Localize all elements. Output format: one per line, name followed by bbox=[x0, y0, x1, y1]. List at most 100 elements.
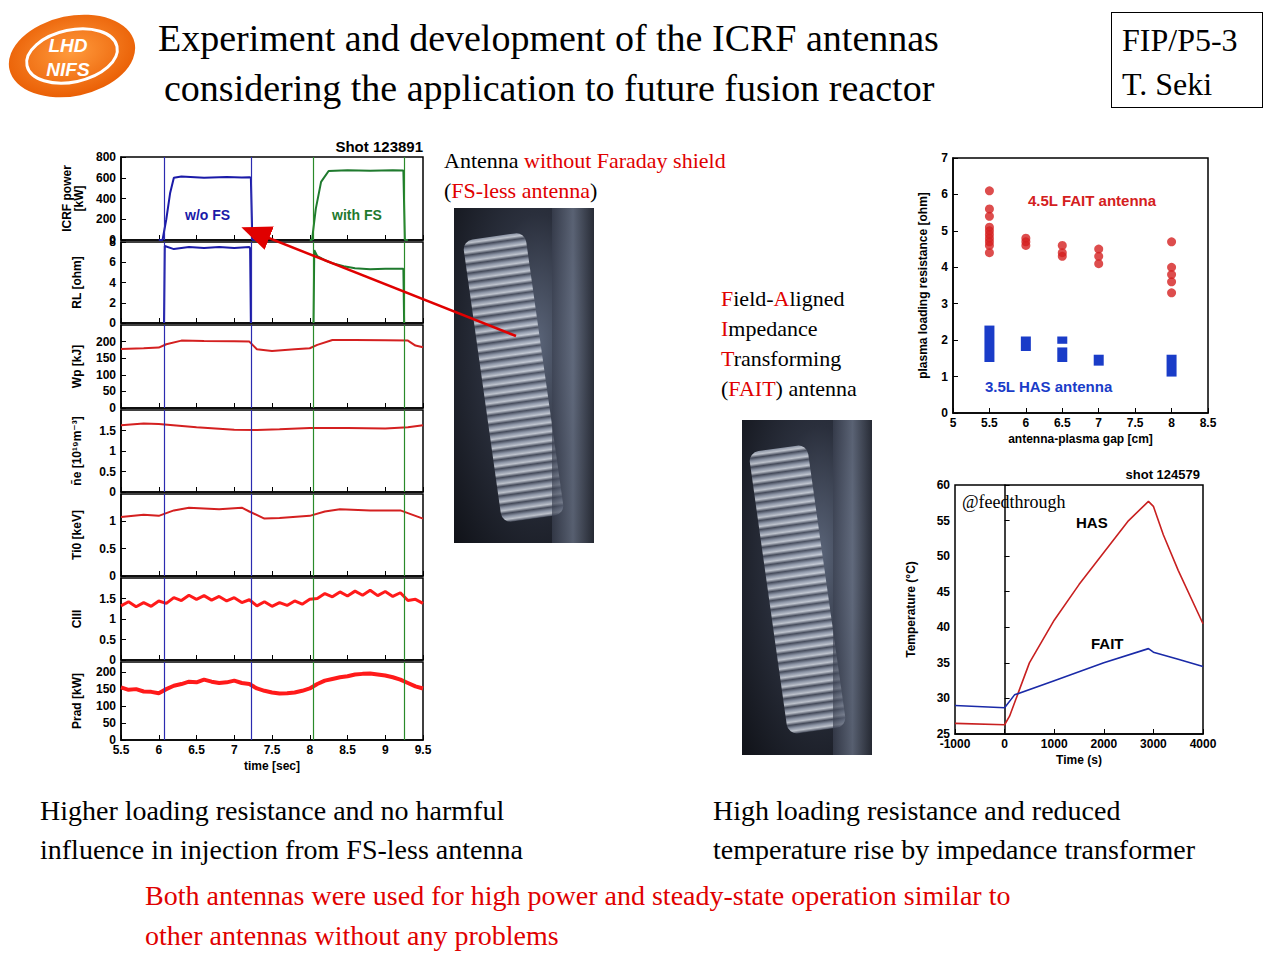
html-text:Shot 123891: Shot 123891 bbox=[335, 138, 423, 155]
svg-text:150: 150 bbox=[96, 682, 116, 696]
svg-text:Temperature (°C): Temperature (°C) bbox=[904, 561, 918, 658]
svg-text:-1000: -1000 bbox=[940, 737, 971, 751]
svg-text:0.5: 0.5 bbox=[99, 465, 116, 479]
svg-text:8: 8 bbox=[306, 743, 313, 757]
svg-text:4000: 4000 bbox=[1190, 737, 1217, 751]
html-text:FIP/P5-3: FIP/P5-3 bbox=[1122, 22, 1238, 58]
svg-text:400: 400 bbox=[96, 192, 116, 206]
svg-text:30: 30 bbox=[937, 691, 951, 705]
svg-text:200: 200 bbox=[96, 665, 116, 679]
svg-text:7: 7 bbox=[231, 743, 238, 757]
svg-text:6: 6 bbox=[155, 743, 162, 757]
svg-text:40: 40 bbox=[937, 620, 951, 634]
svg-text:60: 60 bbox=[937, 478, 951, 492]
html-text:Higher loading resistance and: Higher loading resistance and no harmful bbox=[40, 795, 505, 826]
html-text:Experiment and development of: Experiment and development of the ICRF a… bbox=[158, 17, 939, 59]
svg-text:2: 2 bbox=[941, 333, 948, 347]
html-text:influence in injection from FS: influence in injection from FS-less ante… bbox=[40, 834, 523, 865]
html-text:temperature rise by impedance: temperature rise by impedance transforme… bbox=[713, 834, 1195, 865]
svg-text:200: 200 bbox=[96, 212, 116, 226]
html-text:4.5L FAIT antenna: 4.5L FAIT antenna bbox=[1028, 192, 1157, 209]
svg-text:100: 100 bbox=[96, 699, 116, 713]
svg-text:8: 8 bbox=[1168, 416, 1175, 430]
svg-text:CIII: CIII bbox=[70, 610, 84, 629]
svg-text:4: 4 bbox=[109, 276, 116, 290]
svg-text:50: 50 bbox=[937, 549, 951, 563]
html-text:(FS-less antenna): (FS-less antenna) bbox=[444, 178, 598, 203]
svg-text:7.5: 7.5 bbox=[1127, 416, 1144, 430]
svg-text:0: 0 bbox=[941, 406, 948, 420]
svg-text:6.5: 6.5 bbox=[1054, 416, 1071, 430]
svg-text:8.5: 8.5 bbox=[339, 743, 356, 757]
svg-text:6: 6 bbox=[1023, 416, 1030, 430]
svg-text:0: 0 bbox=[1001, 737, 1008, 751]
svg-text:2000: 2000 bbox=[1090, 737, 1117, 751]
svg-text:Time (s): Time (s) bbox=[1056, 753, 1102, 767]
svg-text:1000: 1000 bbox=[1041, 737, 1068, 751]
svg-text:600: 600 bbox=[96, 171, 116, 185]
svg-text:LHD: LHD bbox=[48, 35, 87, 56]
html-text:I mpedance: I mpedance bbox=[721, 316, 818, 341]
svg-text:3000: 3000 bbox=[1140, 737, 1167, 751]
svg-text:1.5: 1.5 bbox=[99, 592, 116, 606]
svg-text:200: 200 bbox=[96, 335, 116, 349]
svg-text:1: 1 bbox=[109, 514, 116, 528]
html-text:@feedthrough: @feedthrough bbox=[962, 492, 1066, 512]
svg-text:antenna-plasma gap [cm]: antenna-plasma gap [cm] bbox=[1008, 432, 1153, 446]
svg-text:RL [ohm]: RL [ohm] bbox=[70, 256, 84, 308]
html-text:T. Seki: T. Seki bbox=[1122, 66, 1213, 102]
svg-text:55: 55 bbox=[937, 514, 951, 528]
html-text:T ransforming: T ransforming bbox=[721, 346, 842, 371]
html-text:(FAIT) antenna: (FAIT) antenna bbox=[721, 376, 857, 401]
svg-text:1: 1 bbox=[941, 370, 948, 384]
html-text:Both antennas were used for hi: Both antennas were used for high power a… bbox=[145, 880, 1011, 911]
svg-text:9: 9 bbox=[382, 743, 389, 757]
svg-text:8: 8 bbox=[109, 235, 116, 249]
html-text:F ield- A ligned: F ield- A ligned bbox=[721, 286, 845, 311]
svg-text:2: 2 bbox=[109, 296, 116, 310]
svg-text:Ti0 [keV]: Ti0 [keV] bbox=[70, 510, 84, 560]
svg-text:0: 0 bbox=[109, 316, 116, 330]
html-text:other antennas without any pro: other antennas without any problems bbox=[145, 920, 559, 951]
svg-text:100: 100 bbox=[96, 368, 116, 382]
svg-text:150: 150 bbox=[96, 351, 116, 365]
svg-text:4: 4 bbox=[941, 260, 948, 274]
svg-text:1: 1 bbox=[109, 612, 116, 626]
svg-text:7: 7 bbox=[941, 151, 948, 165]
svg-text:9.5: 9.5 bbox=[415, 743, 432, 757]
svg-text:Wp [kJ]: Wp [kJ] bbox=[70, 345, 84, 388]
svg-text:6.5: 6.5 bbox=[188, 743, 205, 757]
svg-text:5.5: 5.5 bbox=[113, 743, 130, 757]
svg-text:800: 800 bbox=[96, 150, 116, 164]
svg-text:NIFS: NIFS bbox=[46, 59, 90, 80]
svg-text:5.5: 5.5 bbox=[981, 416, 998, 430]
svg-text:0.5: 0.5 bbox=[99, 633, 116, 647]
svg-text:5: 5 bbox=[950, 416, 957, 430]
svg-text:0: 0 bbox=[109, 485, 116, 499]
svg-text:n̄e [10¹⁹m⁻³]: n̄e [10¹⁹m⁻³] bbox=[70, 416, 84, 485]
svg-text:8.5: 8.5 bbox=[1200, 416, 1217, 430]
svg-text:time [sec]: time [sec] bbox=[244, 759, 300, 773]
svg-text:50: 50 bbox=[103, 716, 117, 730]
svg-text:0.5: 0.5 bbox=[99, 542, 116, 556]
svg-text:35: 35 bbox=[937, 656, 951, 670]
svg-text:0: 0 bbox=[109, 401, 116, 415]
svg-text:0: 0 bbox=[109, 569, 116, 583]
svg-text:1.5: 1.5 bbox=[99, 424, 116, 438]
svg-text:7.5: 7.5 bbox=[264, 743, 281, 757]
svg-text:6: 6 bbox=[109, 255, 116, 269]
svg-text:6: 6 bbox=[941, 187, 948, 201]
svg-text:[kW]: [kW] bbox=[72, 186, 86, 212]
svg-text:5: 5 bbox=[941, 224, 948, 238]
html-text:3.5L HAS antenna: 3.5L HAS antenna bbox=[985, 378, 1113, 395]
html-text:considering the application to: considering the application to future fu… bbox=[164, 67, 935, 109]
svg-text:50: 50 bbox=[103, 384, 117, 398]
html-text:Antenna without Faraday shield: Antenna without Faraday shield bbox=[444, 148, 726, 173]
html-text:High loading resistance and re: High loading resistance and reduced bbox=[713, 795, 1121, 826]
svg-text:3: 3 bbox=[941, 297, 948, 311]
svg-text:Prad [kW]: Prad [kW] bbox=[70, 673, 84, 729]
svg-text:1: 1 bbox=[109, 444, 116, 458]
svg-text:7: 7 bbox=[1095, 416, 1102, 430]
svg-text:plasma loading resistance [ohm: plasma loading resistance [ohm] bbox=[916, 192, 930, 379]
svg-text:45: 45 bbox=[937, 585, 951, 599]
